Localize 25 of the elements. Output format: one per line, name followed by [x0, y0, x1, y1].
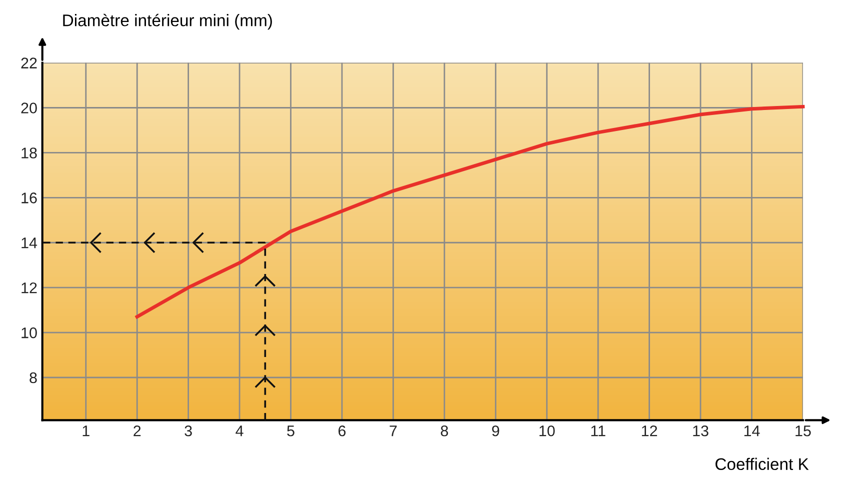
- x-tick-label: 7: [390, 426, 397, 436]
- x-tick-label: 3: [184, 425, 192, 436]
- x-tick-label: 13: [693, 425, 708, 436]
- x-tick-label: 12: [642, 425, 658, 436]
- y-tick-label: 14: [22, 238, 38, 248]
- y-axis-title: Diamètre intérieur mini (mm): [63, 14, 272, 30]
- y-tick-label: 18: [22, 148, 37, 158]
- y-tick-label: 10: [22, 327, 37, 338]
- x-tick-label: 6: [338, 425, 346, 436]
- y-tick-label: 22: [21, 58, 37, 68]
- y-tick-label: 20: [21, 102, 37, 114]
- x-tick-label: 9: [492, 425, 500, 436]
- x-tick-label: 4: [236, 426, 244, 436]
- x-tick-label: 1: [82, 426, 90, 436]
- y-tick-label: 12: [22, 282, 37, 294]
- x-tick-label: 5: [287, 426, 294, 436]
- x-tick-label: 8: [440, 425, 448, 436]
- x-tick-label: 14: [744, 426, 760, 436]
- x-tick-label: 2: [134, 425, 141, 436]
- x-tick-label: 10: [540, 425, 555, 436]
- y-tick-label: 16: [22, 192, 37, 204]
- x-tick-label: 15: [796, 426, 811, 436]
- x-axis-title: Coefficient K: [716, 458, 809, 470]
- x-tick-label: 11: [591, 426, 606, 436]
- y-tick-label: 8: [30, 372, 37, 384]
